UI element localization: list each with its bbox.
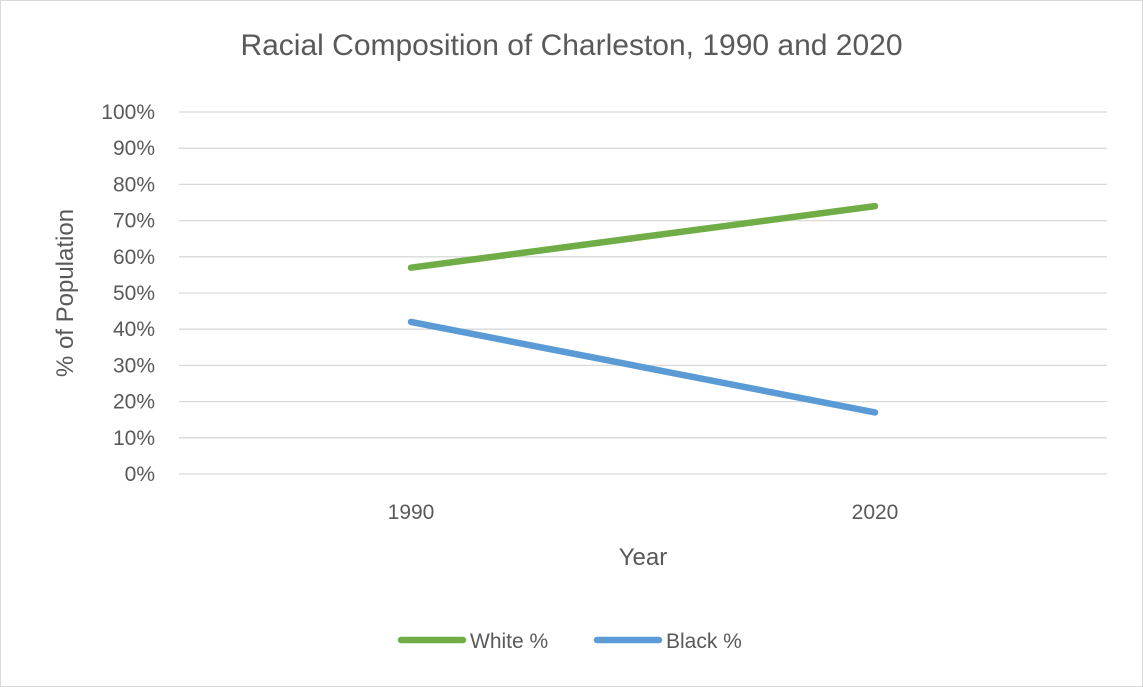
legend-label: White % [470, 630, 548, 653]
x-tick-label: 1990 [388, 501, 435, 524]
x-tick-label: 2020 [852, 501, 899, 524]
y-tick-label: 80% [113, 173, 155, 196]
y-tick-label: 40% [113, 318, 155, 341]
series-line-white [407, 202, 879, 271]
y-tick-label: 30% [113, 354, 155, 377]
y-tick-label: 0% [125, 463, 155, 486]
legend-label: Black % [666, 630, 742, 653]
y-tick-label: 20% [113, 391, 155, 414]
x-axis-title: Year [619, 544, 668, 571]
chart-title: Racial Composition of Charleston, 1990 a… [240, 29, 903, 62]
y-axis-title: % of Population [52, 209, 79, 377]
series-line-black [407, 318, 879, 416]
y-tick-label: 90% [113, 137, 155, 160]
y-tick-label: 50% [113, 282, 155, 305]
y-tick-label: 10% [113, 427, 155, 450]
y-tick-label: 100% [101, 101, 155, 124]
y-tick-label: 60% [113, 246, 155, 269]
y-tick-label: 70% [113, 210, 155, 233]
